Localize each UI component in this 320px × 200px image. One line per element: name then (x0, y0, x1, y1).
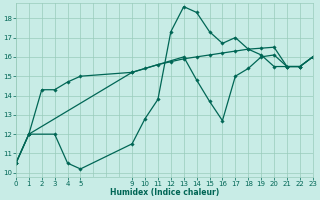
X-axis label: Humidex (Indice chaleur): Humidex (Indice chaleur) (110, 188, 219, 197)
